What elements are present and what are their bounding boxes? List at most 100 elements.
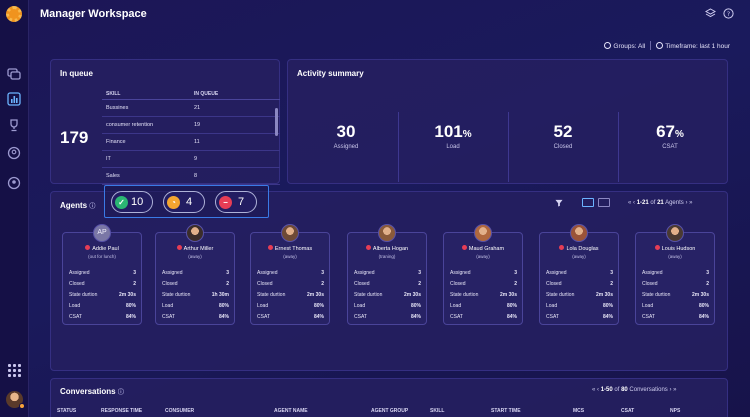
agent-status-text: (traning): [378, 254, 396, 259]
agent-stats: Assigned 3 Closed 2 State durtion 2m 30s Load 8…: [642, 267, 709, 322]
table-row[interactable]: Sales 8: [102, 168, 280, 185]
agent-stat-row: CSAT 84%: [162, 311, 229, 322]
globe-icon[interactable]: [7, 146, 21, 160]
skill-count: 11: [194, 139, 200, 145]
next-page-icon[interactable]: ›: [685, 200, 688, 206]
agent-status-text: (away): [572, 254, 586, 259]
agent-stat-label: Load: [546, 302, 558, 309]
agent-card[interactable]: Ernest Thomas (away) Assigned 3 Closed 2 State…: [250, 232, 330, 325]
minus-icon: −: [219, 195, 232, 209]
conversations-column-header[interactable]: AGENT NAME: [274, 408, 308, 414]
agent-stat-label: CSAT: [354, 313, 367, 320]
agent-status-text: (away): [476, 254, 490, 259]
agent-stat-value: 2: [418, 280, 421, 287]
conversations-column-header[interactable]: START TIME: [491, 408, 521, 414]
info-icon[interactable]: ⓘ: [89, 204, 96, 210]
away-pill[interactable]: ◔ 4: [163, 191, 205, 213]
agent-stat-value: 80%: [125, 302, 136, 309]
info-icon[interactable]: ⓘ: [117, 390, 124, 396]
trophy-icon[interactable]: [7, 118, 21, 132]
list-view-icon[interactable]: [598, 198, 610, 207]
prev-page-icon[interactable]: ‹: [633, 200, 636, 206]
agent-stat-value: 84%: [506, 313, 517, 320]
table-row[interactable]: Bussines 21: [102, 100, 280, 117]
user-avatar[interactable]: [6, 391, 25, 409]
agent-stat-label: CSAT: [257, 313, 270, 320]
check-icon: ✓: [115, 195, 128, 209]
agent-avatar[interactable]: [570, 224, 588, 242]
conversations-column-header[interactable]: NPS: [670, 408, 681, 414]
table-row[interactable]: consumer retention 19: [102, 117, 280, 134]
agent-stat-row: Load 80%: [162, 300, 229, 311]
activity-summary-title: Activity summary: [297, 69, 364, 78]
card-view-icon[interactable]: [582, 198, 594, 207]
agent-avatar[interactable]: [666, 224, 684, 242]
busy-pill[interactable]: − 7: [215, 191, 257, 213]
agent-card[interactable]: Maud Graham (away) Assigned 3 Closed 2 State d…: [443, 232, 523, 325]
next-page-icon[interactable]: ›: [669, 387, 672, 393]
agent-stat-row: Assigned 3: [257, 267, 324, 278]
agent-avatar[interactable]: AP: [93, 224, 111, 242]
groups-filter[interactable]: Groups: All: [604, 41, 645, 50]
agent-stat-label: Closed: [546, 280, 562, 287]
table-row[interactable]: Finance 11: [102, 134, 280, 151]
analytics-icon[interactable]: [7, 92, 21, 106]
pager-label: Conversations: [629, 387, 668, 393]
agent-avatar[interactable]: [281, 224, 299, 242]
stat-divider: [618, 112, 619, 182]
agent-stat-value: 2m 30s: [500, 291, 517, 298]
agent-stat-row: Closed 2: [642, 278, 709, 289]
in-queue-column-header[interactable]: IN QUEUE: [194, 90, 219, 97]
page-title: Manager Workspace: [40, 8, 147, 20]
filter-icon[interactable]: [555, 199, 563, 209]
chat-icon[interactable]: [7, 67, 21, 81]
conversations-column-header[interactable]: CONSUMER: [165, 408, 195, 414]
skill-table-scrollbar[interactable]: [275, 108, 278, 136]
user-circle-icon[interactable]: [7, 176, 21, 190]
agent-stat-label: Closed: [450, 280, 466, 287]
agent-stat-row: Closed 2: [69, 278, 136, 289]
agent-stat-value: 2m 30s: [119, 291, 136, 298]
agent-stat-value: 2m 30s: [692, 291, 709, 298]
agent-stat-label: Assigned: [354, 269, 375, 276]
first-page-icon[interactable]: «: [628, 200, 632, 206]
agent-name: Arthur Miller: [156, 245, 234, 252]
agent-avatar[interactable]: [186, 224, 204, 242]
conversations-column-header[interactable]: STATUS: [57, 408, 77, 414]
agent-status-text: (away): [188, 254, 202, 259]
stat-label: Closed: [553, 144, 573, 150]
agent-avatar[interactable]: [474, 224, 492, 242]
agent-name: Lola Douglas: [540, 245, 618, 252]
agent-stat-value: 2m 30s: [404, 291, 421, 298]
skill-column-header[interactable]: SKILL: [106, 90, 121, 97]
conversations-column-header[interactable]: CSAT: [621, 408, 635, 414]
agent-stat-value: 80%: [698, 302, 709, 309]
last-page-icon[interactable]: »: [689, 200, 693, 206]
help-icon[interactable]: ?: [723, 8, 734, 19]
conversations-column-header[interactable]: RESPONSE TIME: [101, 408, 143, 414]
agent-avatar[interactable]: [378, 224, 396, 242]
agent-card[interactable]: Addie Paul (out for lunch) Assigned 3 Closed…: [62, 232, 142, 325]
available-pill[interactable]: ✓ 10: [111, 191, 153, 213]
agent-card[interactable]: Alberta Hogan (traning) Assigned 3 Closed 2 St…: [347, 232, 427, 325]
presence-dot: [19, 403, 25, 409]
conversations-column-header[interactable]: SKILL: [430, 408, 445, 414]
conversations-column-header[interactable]: AGENT GROUP: [371, 408, 409, 414]
apps-grid-icon[interactable]: [8, 364, 21, 377]
agent-stat-label: Closed: [642, 280, 658, 287]
logo-icon[interactable]: [6, 6, 22, 22]
last-page-icon[interactable]: »: [673, 387, 677, 393]
stat-label: Load: [446, 144, 460, 150]
agent-stat-value: 84%: [602, 313, 613, 320]
table-row[interactable]: IT 9: [102, 151, 280, 168]
agent-card[interactable]: Arthur Miller (away) Assigned 3 Closed 2 State…: [155, 232, 235, 325]
prev-page-icon[interactable]: ‹: [597, 387, 600, 393]
away-count: 4: [186, 196, 193, 208]
conversations-column-header[interactable]: MCS: [573, 408, 585, 414]
agent-card[interactable]: Louis Hudson (away) Assigned 3 Closed 2 State …: [635, 232, 715, 325]
first-page-icon[interactable]: «: [592, 387, 596, 393]
agent-stat-label: CSAT: [162, 313, 175, 320]
timeframe-filter[interactable]: Timeframe: last 1 hour: [656, 41, 730, 50]
agent-card[interactable]: Lola Douglas (away) Assigned 3 Closed 2 State …: [539, 232, 619, 325]
layers-icon[interactable]: [704, 8, 717, 19]
